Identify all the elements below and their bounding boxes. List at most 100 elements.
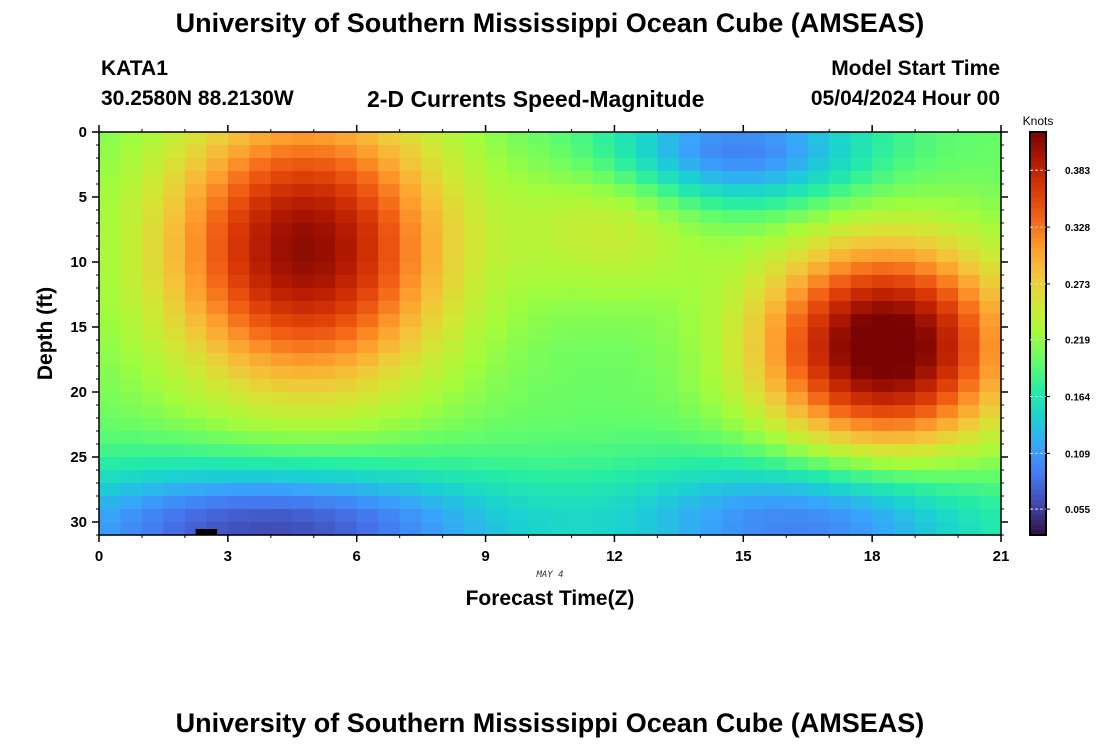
heatmap-cell bbox=[292, 444, 315, 458]
date-annotation: MAY 4 bbox=[535, 570, 563, 580]
heatmap-cell bbox=[292, 470, 315, 484]
heatmap-cell bbox=[99, 444, 122, 458]
heatmap-cell bbox=[528, 158, 551, 172]
heatmap-cell bbox=[227, 210, 250, 224]
colorbar-segment bbox=[1030, 484, 1046, 491]
heatmap-cell bbox=[99, 132, 122, 146]
heatmap-cell bbox=[421, 405, 444, 419]
heatmap-cell bbox=[464, 184, 487, 198]
heatmap-cell bbox=[592, 327, 616, 341]
heatmap-cell bbox=[915, 522, 938, 536]
heatmap-cell bbox=[335, 444, 358, 458]
heatmap-cell bbox=[614, 249, 637, 263]
heatmap-cell bbox=[829, 301, 852, 315]
heatmap-cell bbox=[507, 262, 530, 276]
heatmap-cell bbox=[872, 509, 895, 523]
heatmap-cell bbox=[335, 496, 358, 510]
heatmap-cell bbox=[141, 340, 165, 354]
heatmap-cell bbox=[227, 327, 250, 341]
heatmap-cell bbox=[958, 158, 981, 172]
heatmap-cell bbox=[313, 496, 336, 510]
heatmap-cell bbox=[485, 197, 508, 211]
heatmap-cell bbox=[378, 145, 401, 159]
heatmap-cell bbox=[958, 431, 981, 445]
heatmap-cell bbox=[936, 522, 959, 536]
colorbar-segment bbox=[1030, 333, 1046, 340]
heatmap-cell bbox=[872, 483, 895, 497]
heatmap-cell bbox=[592, 262, 616, 276]
heatmap-cell bbox=[807, 314, 830, 328]
heatmap-cell bbox=[442, 392, 465, 406]
heatmap-cell bbox=[120, 249, 143, 263]
heatmap-cell bbox=[721, 288, 744, 302]
heatmap-cell bbox=[829, 145, 852, 159]
heatmap-cell bbox=[270, 444, 293, 458]
heatmap-cell bbox=[893, 288, 916, 302]
heatmap-cell bbox=[399, 457, 422, 471]
heatmap-cell bbox=[764, 210, 787, 224]
heatmap-cell bbox=[163, 405, 186, 419]
heatmap-cell bbox=[657, 431, 680, 445]
heatmap-cell bbox=[184, 379, 207, 393]
heatmap-cell bbox=[829, 288, 852, 302]
heatmap-cell bbox=[378, 418, 401, 432]
heatmap-cell bbox=[829, 496, 852, 510]
heatmap-cell bbox=[807, 405, 830, 419]
heatmap-cell bbox=[936, 483, 959, 497]
heatmap-cell bbox=[657, 509, 680, 523]
heatmap-cell bbox=[120, 392, 143, 406]
heatmap-cell bbox=[979, 483, 1002, 497]
heatmap-cell bbox=[313, 158, 336, 172]
heatmap-cell bbox=[936, 197, 959, 211]
current-speed-heatmap-chart: 0 3 6 9 12 15 18 21 0 5 10 15 20 25 30 Forecast Time(Z)… bbox=[34, 114, 1090, 610]
heatmap-cell bbox=[270, 184, 293, 198]
heatmap-cell bbox=[571, 210, 594, 224]
heatmap-cell bbox=[893, 353, 916, 367]
heatmap-cell bbox=[979, 223, 1002, 237]
heatmap-cell bbox=[206, 353, 229, 367]
heatmap-cell bbox=[313, 379, 336, 393]
heatmap-cell bbox=[442, 301, 465, 315]
heatmap-cell bbox=[700, 288, 723, 302]
heatmap-cell bbox=[421, 431, 444, 445]
heatmap-cell bbox=[850, 275, 873, 289]
heatmap-cell bbox=[184, 288, 207, 302]
heatmap-cell bbox=[227, 171, 250, 185]
heatmap-cell bbox=[442, 340, 465, 354]
heatmap-cell bbox=[356, 314, 379, 328]
heatmap-cell bbox=[528, 145, 551, 159]
heatmap-cell bbox=[378, 301, 401, 315]
heatmap-cell bbox=[313, 509, 336, 523]
heatmap-cell bbox=[635, 236, 658, 250]
colorbar-segment bbox=[1030, 509, 1046, 516]
heatmap-cell bbox=[807, 522, 830, 536]
heatmap-cell bbox=[464, 496, 487, 510]
heatmap-cell bbox=[764, 353, 787, 367]
heatmap-cell bbox=[614, 496, 637, 510]
heatmap-cell bbox=[979, 288, 1002, 302]
heatmap-cell bbox=[378, 509, 401, 523]
heatmap-cell bbox=[120, 444, 143, 458]
heatmap-cell bbox=[528, 483, 551, 497]
heatmap-cell bbox=[936, 132, 959, 146]
heatmap-cell bbox=[99, 184, 122, 198]
heatmap-cell bbox=[184, 457, 207, 471]
heatmap-cell bbox=[743, 275, 766, 289]
heatmap-cell bbox=[184, 249, 207, 263]
heatmap-cell bbox=[528, 392, 551, 406]
heatmap-cell bbox=[893, 392, 916, 406]
heatmap-cell bbox=[141, 522, 165, 536]
colorbar-segment bbox=[1030, 529, 1046, 536]
colorbar-segment bbox=[1030, 489, 1046, 496]
heatmap-cell bbox=[550, 444, 573, 458]
heatmap-cell bbox=[120, 236, 143, 250]
heatmap-cell bbox=[485, 353, 508, 367]
heatmap-cell bbox=[141, 314, 165, 328]
heatmap-cell bbox=[936, 353, 959, 367]
heatmap-cell bbox=[485, 340, 508, 354]
heatmap-cell bbox=[571, 392, 594, 406]
heatmap-cell bbox=[464, 509, 487, 523]
heatmap-cell bbox=[786, 301, 809, 315]
heatmap-cell bbox=[592, 509, 616, 523]
heatmap-cell bbox=[163, 171, 186, 185]
